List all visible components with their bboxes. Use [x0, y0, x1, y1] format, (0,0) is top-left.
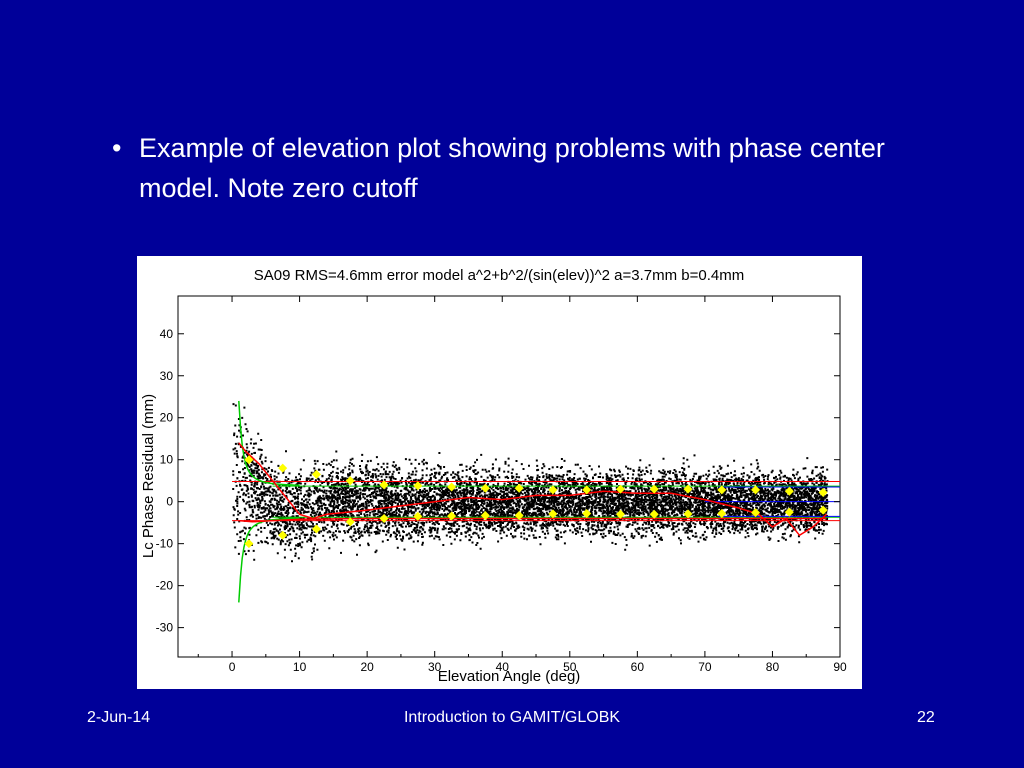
plot-svg: SA09 RMS=4.6mm error model a^2+b^2/(sin(… [140, 267, 847, 685]
bin-marker-lower [784, 507, 794, 517]
bin-marker-upper [784, 486, 794, 496]
y-tick-label: -10 [156, 537, 174, 551]
scatter-points [232, 403, 829, 563]
axes: 0 10 20 30 40 50 60 70 80 90 -30 -20 -10 0 10 20 30 40 [156, 296, 847, 674]
x-tick-label: 30 [428, 660, 442, 674]
y-tick-label: 20 [160, 411, 174, 425]
y-tick-label: 0 [166, 495, 173, 509]
bin-marker-lower [311, 524, 321, 534]
bin-marker-upper [649, 484, 659, 494]
bin-marker-upper [379, 480, 389, 490]
x-tick-label: 70 [698, 660, 712, 674]
plot-title: SA09 RMS=4.6mm error model a^2+b^2/(sin(… [254, 267, 744, 284]
x-tick-label: 0 [229, 660, 236, 674]
bin-markers [244, 455, 828, 549]
error-model-upper-curve [238, 400, 300, 486]
bin-marker-lower [717, 508, 727, 518]
bullet-text: Example of elevation plot showing proble… [139, 133, 885, 203]
bin-marker-upper [818, 487, 828, 497]
mean-residual-lower-line [238, 517, 827, 523]
bin-marker-upper [683, 484, 693, 494]
y-tick-label: -20 [156, 579, 174, 593]
model-curves [238, 400, 828, 603]
bullet-marker: • [112, 133, 122, 163]
bin-marker-lower [582, 508, 592, 518]
bin-marker-lower [244, 539, 254, 549]
bullet-item: • Example of elevation plot showing prob… [112, 128, 912, 208]
y-tick-label: -30 [156, 621, 174, 635]
plot-frame [177, 295, 841, 658]
bin-marker-upper [447, 482, 457, 492]
bin-marker-lower [615, 509, 625, 519]
x-tick-label: 40 [496, 660, 510, 674]
bin-marker-lower [480, 511, 490, 521]
bin-marker-upper [311, 469, 321, 479]
bin-marker-lower [751, 508, 761, 518]
bin-marker-lower [413, 511, 423, 521]
footer-page-number: 22 [917, 709, 935, 726]
bin-marker-upper [413, 481, 423, 491]
y-axis-label: Lc Phase Residual (mm) [140, 394, 157, 558]
y-tick-label: 30 [160, 369, 174, 383]
bin-marker-lower [818, 505, 828, 515]
x-tick-label: 10 [293, 660, 307, 674]
y-tick-label: 10 [160, 453, 174, 467]
bin-marker-lower [345, 517, 355, 527]
bin-marker-lower [447, 511, 457, 521]
mean-residual-line [238, 442, 828, 537]
bin-marker-lower [548, 509, 558, 519]
x-axis-label: Elevation Angle (deg) [438, 668, 581, 685]
bin-marker-lower [379, 513, 389, 523]
bin-marker-upper [717, 485, 727, 495]
bin-marker-lower [649, 509, 659, 519]
x-tick-label: 50 [563, 660, 577, 674]
bin-marker-lower [514, 511, 524, 521]
y-tick-label: 40 [160, 327, 174, 341]
bin-marker-upper [244, 455, 254, 465]
footer-title: Introduction to GAMIT/GLOBK [403, 709, 621, 726]
bin-marker-upper [751, 485, 761, 495]
elevation-residual-plot: SA09 RMS=4.6mm error model a^2+b^2/(sin(… [137, 256, 862, 689]
bin-marker-upper [345, 476, 355, 486]
scatter-cloud [232, 403, 829, 563]
bin-marker-upper [278, 463, 288, 473]
bin-marker-lower [683, 509, 693, 519]
x-tick-label: 90 [833, 660, 847, 674]
x-tick-label: 20 [360, 660, 374, 674]
bin-marker-upper [582, 485, 592, 495]
bin-marker-upper [514, 483, 524, 493]
bin-marker-lower [278, 530, 288, 540]
bin-marker-upper [615, 484, 625, 494]
reference-lines [232, 481, 840, 522]
footer-date: 2-Jun-14 [87, 709, 151, 726]
x-tick-label: 80 [766, 660, 780, 674]
bin-marker-upper [480, 483, 490, 493]
error-model-lower-curve [238, 517, 300, 603]
x-tick-label: 60 [631, 660, 645, 674]
bin-marker-upper [548, 485, 558, 495]
